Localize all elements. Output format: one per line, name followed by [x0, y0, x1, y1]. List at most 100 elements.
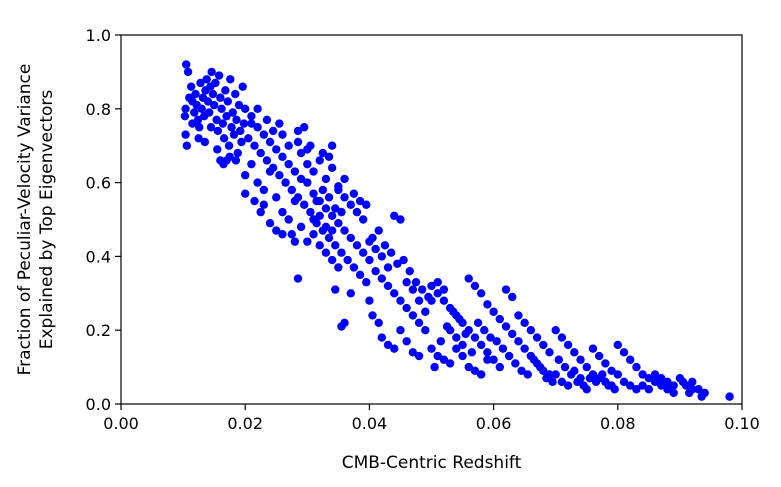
scatter-point	[306, 207, 315, 217]
scatter-point	[219, 134, 229, 143]
scatter-point	[182, 60, 191, 69]
scatter-point	[601, 359, 610, 368]
scatter-point	[685, 388, 694, 398]
scatter-point	[669, 388, 678, 398]
scatter-point	[272, 145, 281, 154]
scatter-point	[265, 218, 275, 228]
scatter-point	[238, 82, 247, 91]
scatter-point	[495, 362, 505, 372]
scatter-point	[464, 274, 473, 283]
scatter-point	[532, 333, 542, 342]
scatter-point	[232, 115, 241, 125]
scatter-point	[293, 126, 303, 136]
scatter-point	[452, 333, 461, 342]
scatter-point	[337, 248, 346, 257]
scatter-point	[206, 123, 216, 132]
y-tick-label: 0.6	[86, 174, 111, 193]
scatter-point	[340, 174, 349, 184]
scatter-point	[495, 314, 505, 324]
scatter-point	[303, 159, 312, 169]
scatter-point	[657, 373, 666, 383]
scatter-point	[190, 108, 199, 117]
scatter-point	[318, 185, 328, 195]
scatter-point	[259, 200, 269, 209]
scatter-point	[340, 193, 349, 202]
scatter-point	[396, 215, 405, 224]
scatter-point	[195, 123, 204, 132]
scatter-point	[526, 326, 536, 335]
x-tick-label: 0.08	[600, 414, 636, 433]
scatter-point	[303, 178, 312, 187]
scatter-point	[632, 362, 641, 372]
scatter-point	[315, 211, 324, 221]
scatter-point	[272, 193, 281, 202]
scatter-point	[334, 263, 343, 272]
scatter-point	[439, 296, 449, 305]
scatter-point	[449, 307, 458, 316]
scatter-point	[591, 377, 601, 387]
scatter-point	[331, 241, 340, 250]
scatter-point	[327, 211, 337, 221]
scatter-point	[402, 278, 411, 287]
scatter-point	[650, 377, 660, 387]
scatter-point	[315, 241, 324, 250]
scatter-point	[321, 248, 331, 257]
y-tick-label: 1.0	[86, 26, 111, 45]
scatter-point	[352, 241, 362, 250]
scatter-point	[253, 178, 262, 187]
scatter-point	[697, 392, 706, 401]
y-tick-label: 0.0	[86, 395, 111, 414]
scatter-point	[390, 211, 399, 221]
scatter-point	[421, 307, 430, 316]
scatter-point	[278, 152, 287, 161]
scatter-point	[678, 377, 688, 387]
scatter-point	[334, 218, 343, 228]
scatter-point	[607, 366, 616, 375]
scatter-point	[408, 348, 418, 357]
scatter-point	[492, 337, 501, 346]
scatter-point	[188, 119, 197, 128]
scatter-point	[486, 333, 495, 342]
scatter-point	[181, 130, 190, 139]
scatter-point	[262, 156, 272, 165]
scatter-point	[535, 362, 545, 372]
scatter-point	[383, 281, 393, 291]
scatter-point	[331, 204, 340, 213]
scatter-point	[439, 285, 449, 294]
scatter-point	[272, 226, 281, 235]
scatter-point	[362, 200, 371, 209]
scatter-point	[483, 300, 492, 309]
scatter-point	[290, 196, 300, 206]
scatter-point	[227, 123, 236, 132]
scatter-point	[256, 148, 265, 158]
scatter-point	[358, 215, 368, 224]
scatter-point	[427, 344, 436, 353]
scatter-point	[567, 370, 576, 379]
scatter-point	[281, 178, 290, 187]
scatter-point	[321, 204, 331, 213]
scatter-point	[318, 148, 328, 158]
scatter-point	[657, 381, 666, 390]
scatter-point	[386, 248, 396, 257]
scatter-point	[204, 108, 214, 117]
scatter-point	[377, 274, 387, 283]
scatter-point	[306, 141, 315, 150]
x-axis-ticks: 0.00 0.02 0.04 0.06 0.08 0.10	[103, 404, 760, 433]
scatter-point	[576, 355, 585, 364]
scatter-point	[585, 373, 595, 383]
scatter-point	[619, 377, 629, 387]
scatter-point	[244, 134, 253, 143]
scatter-point	[337, 207, 346, 217]
scatter-point	[324, 193, 334, 202]
y-axis-label-line-1: Fraction of Peculiar-Velocity Variance	[15, 64, 35, 376]
scatter-point	[579, 381, 588, 390]
scatter-point	[390, 344, 399, 353]
scatter-point	[183, 67, 193, 77]
scatter-point	[284, 215, 293, 224]
scatter-point	[309, 189, 318, 198]
scatter-point	[265, 137, 275, 147]
x-tick-label: 0.04	[352, 414, 388, 433]
scatter-point	[626, 381, 635, 390]
scatter-point	[241, 189, 250, 198]
scatter-point	[327, 163, 337, 173]
